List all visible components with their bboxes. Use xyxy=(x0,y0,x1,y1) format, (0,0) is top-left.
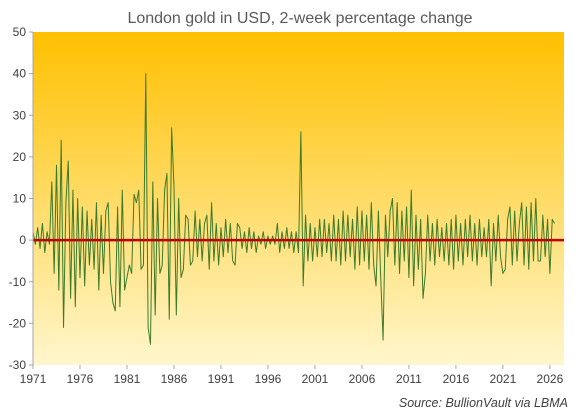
y-tick-label: -30 xyxy=(9,358,27,372)
x-axis: 1971 1976 1981 1986 1991 1996 2001 2006 2011 2016… xyxy=(20,365,564,386)
series-line xyxy=(32,73,556,345)
x-tick-label: 1976 xyxy=(67,372,94,386)
y-tick-label: 10 xyxy=(13,192,27,206)
x-tick-label: 1996 xyxy=(255,372,282,386)
x-tick-label: 1971 xyxy=(20,372,47,386)
x-tick-label: 2026 xyxy=(537,372,564,386)
source-label: Source: xyxy=(399,396,442,410)
chart-title: London gold in USD, 2-week percentage ch… xyxy=(127,10,472,27)
y-axis: 50 40 30 20 10 0 -10 -20 -30 xyxy=(9,25,33,372)
x-tick-label: 1986 xyxy=(161,372,188,386)
y-tick-label: 20 xyxy=(13,150,27,164)
data-layer xyxy=(32,73,556,345)
y-tick-label: -10 xyxy=(9,275,27,289)
y-tick-label: 40 xyxy=(13,67,27,81)
y-tick-label: -20 xyxy=(9,316,27,330)
source-text: BullionVault via LBMA xyxy=(445,396,568,410)
y-tick-label: 30 xyxy=(13,108,27,122)
y-tick-label: 50 xyxy=(13,25,27,39)
x-tick-label: 2006 xyxy=(349,372,376,386)
x-tick-label: 1981 xyxy=(114,372,141,386)
x-tick-label: 2021 xyxy=(490,372,517,386)
x-tick-label: 2016 xyxy=(443,372,470,386)
y-tick-label: 0 xyxy=(19,233,26,247)
x-tick-label: 1991 xyxy=(208,372,235,386)
x-tick-label: 2001 xyxy=(302,372,329,386)
plot-background xyxy=(33,32,564,365)
source-note: Source: BullionVault via LBMA xyxy=(399,396,568,410)
x-tick-label: 2011 xyxy=(396,372,422,386)
